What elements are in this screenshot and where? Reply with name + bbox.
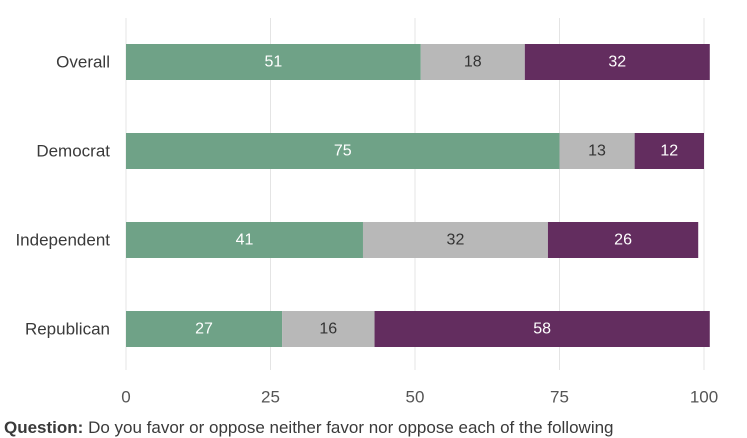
chart-container: 51 18 32 Overall 75 13 12 Democrat 41 32 26 Indepen… — [4, 18, 718, 437]
data-label-republican-seg3: 58 — [533, 321, 551, 338]
category-label-overall: Overall — [56, 53, 110, 72]
bar-democrat-seg3 — [634, 133, 704, 169]
bar-democrat-seg2 — [559, 133, 635, 169]
bar-republican-seg2 — [282, 311, 375, 347]
data-label-independent-seg2: 32 — [447, 232, 465, 249]
bar-independent-seg3 — [547, 222, 699, 258]
data-label-independent-seg3: 26 — [614, 232, 632, 249]
bar-independent-seg1 — [126, 222, 363, 258]
bar-overall-seg1 — [126, 44, 421, 80]
question-text: Do you favor or oppose neither favor nor… — [83, 418, 614, 437]
data-label-democrat-seg1: 75 — [334, 143, 352, 160]
bar-independent-seg2 — [362, 222, 548, 258]
bar-republican-seg1 — [126, 311, 283, 347]
data-label-overall-seg1: 51 — [264, 54, 282, 71]
data-label-independent-seg1: 41 — [236, 232, 254, 249]
x-tick-label-50: 50 — [406, 388, 425, 407]
data-label-republican-seg1: 27 — [195, 321, 213, 338]
bar-republican-seg3 — [374, 311, 710, 347]
question-footer: Question: Do you favor or oppose neither… — [4, 418, 614, 438]
question-prefix: Question: — [4, 418, 84, 437]
data-label-overall-seg2: 18 — [464, 54, 482, 71]
x-tick-label-100: 100 — [690, 388, 718, 407]
bar-overall-seg3 — [524, 44, 710, 80]
stacked-bar-chart: 51 18 32 Overall 75 13 12 Democrat 41 32 26 Indepen… — [15, 18, 718, 407]
data-label-democrat-seg2: 13 — [588, 143, 606, 160]
data-label-democrat-seg3: 12 — [660, 143, 678, 160]
category-label-democrat: Democrat — [36, 142, 110, 161]
x-tick-label-75: 75 — [550, 388, 569, 407]
x-tick-label-25: 25 — [261, 388, 280, 407]
bar-democrat-seg1 — [126, 133, 560, 169]
bar-overall-seg2 — [420, 44, 525, 80]
category-label-independent: Independent — [15, 231, 110, 250]
category-label-republican: Republican — [25, 320, 110, 339]
x-tick-label-0: 0 — [121, 388, 130, 407]
data-label-republican-seg2: 16 — [319, 321, 337, 338]
data-label-overall-seg3: 32 — [608, 54, 626, 71]
